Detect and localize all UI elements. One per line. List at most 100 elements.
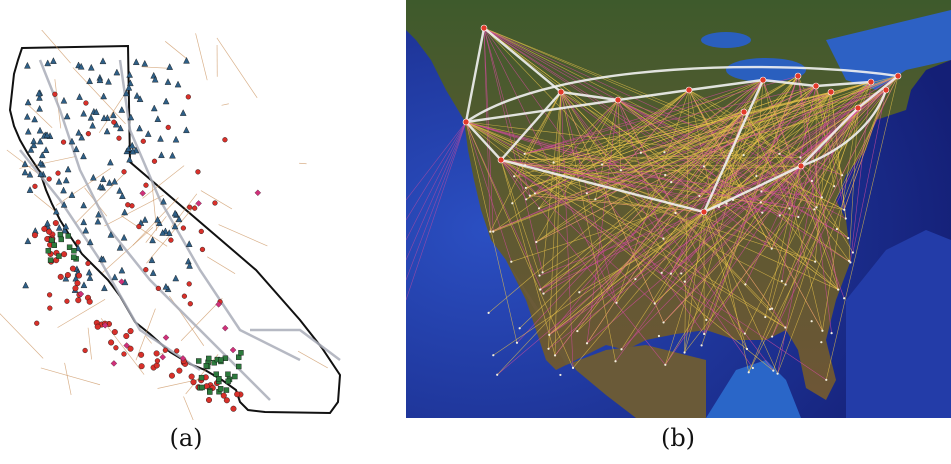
- network-link: [483, 27, 813, 182]
- circle-marker-icon: [222, 137, 228, 143]
- leaf-node: [524, 186, 527, 190]
- square-marker-icon: [218, 357, 224, 363]
- triangle-marker-icon: [149, 236, 156, 244]
- leaf-node: [548, 333, 551, 336]
- network-link: [483, 27, 851, 263]
- triangle-marker-icon: [171, 209, 179, 217]
- triangle-marker-icon: [159, 229, 167, 236]
- triangle-marker-icon: [118, 106, 126, 113]
- leaf-node: [843, 208, 846, 211]
- network-link: [493, 89, 690, 232]
- hub-node-icon: [759, 76, 767, 84]
- network-link: [483, 27, 763, 213]
- backbone-link: [702, 79, 765, 213]
- minor-road: [41, 30, 71, 64]
- network-link: [665, 89, 887, 176]
- circle-marker-icon: [55, 170, 61, 176]
- triangle-marker-icon: [117, 124, 124, 132]
- network-link: [761, 91, 832, 192]
- hub-node-icon: [794, 72, 802, 80]
- circle-marker-icon: [153, 350, 160, 357]
- network-link: [664, 81, 872, 153]
- leaf-node: [768, 308, 772, 311]
- backbone-link: [465, 65, 899, 123]
- site-markers: [21, 56, 262, 412]
- circle-marker-icon: [86, 298, 93, 305]
- circle-marker-icon: [76, 272, 83, 279]
- network-link: [465, 121, 839, 290]
- triangle-marker-icon: [106, 179, 113, 186]
- network-link: [560, 91, 664, 323]
- network-link: [500, 159, 655, 304]
- circle-marker-icon: [75, 297, 82, 304]
- leaf-node: [510, 260, 513, 263]
- network-link: [779, 75, 899, 216]
- square-marker-icon: [225, 378, 231, 385]
- network-link: [554, 111, 745, 356]
- circle-marker-icon: [234, 391, 241, 398]
- triangle-marker-icon: [24, 127, 32, 135]
- circle-marker-icon: [47, 305, 53, 311]
- network-link: [525, 164, 802, 167]
- square-marker-icon: [206, 355, 212, 362]
- hub-node-icon: [497, 156, 505, 164]
- circle-marker-icon: [138, 351, 145, 358]
- triangle-marker-icon: [132, 58, 140, 65]
- triangle-marker-icon: [116, 243, 124, 251]
- diamond-marker-icon: [229, 346, 237, 354]
- leaf-node: [776, 372, 779, 375]
- leaf-node: [547, 347, 550, 350]
- network-link: [688, 89, 750, 373]
- triangle-marker-icon: [144, 130, 152, 137]
- network-link: [616, 89, 690, 303]
- leaf-node: [537, 207, 541, 210]
- leaf-node: [525, 198, 528, 201]
- network-link: [743, 111, 799, 218]
- atlantic-ocean: [846, 230, 951, 418]
- triangle-marker-icon: [172, 135, 180, 143]
- triangle-marker-icon: [82, 226, 90, 234]
- california-map-panel: [0, 30, 380, 420]
- leaf-node: [662, 321, 665, 324]
- leaf-node: [594, 198, 597, 201]
- leaf-node: [528, 194, 531, 197]
- great-lakes: [726, 58, 806, 82]
- circle-marker-icon: [116, 135, 122, 141]
- network-link: [718, 79, 764, 207]
- leaf-node: [552, 161, 555, 164]
- us-network-map: [406, 0, 951, 418]
- minor-road: [141, 66, 169, 69]
- hub-node-icon: [797, 162, 805, 170]
- leaf-node: [620, 348, 623, 351]
- network-link: [560, 91, 574, 368]
- leaf-node: [663, 151, 666, 154]
- leaf-node: [662, 237, 665, 240]
- triangle-marker-icon: [99, 175, 107, 183]
- triangle-marker-icon: [89, 121, 96, 129]
- network-link: [406, 121, 467, 201]
- triangle-marker-icon: [35, 89, 43, 97]
- leaf-node: [810, 320, 813, 323]
- backbone-link: [857, 75, 899, 109]
- network-link: [500, 159, 540, 276]
- network-link: [540, 75, 899, 290]
- network-link: [688, 89, 823, 331]
- circle-marker-icon: [187, 301, 193, 307]
- triangle-marker-icon: [36, 126, 44, 134]
- triangle-marker-icon: [24, 237, 32, 245]
- triangle-marker-icon: [80, 152, 87, 160]
- circle-marker-icon: [113, 345, 119, 351]
- triangle-marker-icon: [99, 57, 107, 65]
- square-marker-icon: [199, 384, 205, 391]
- circle-marker-icon: [57, 273, 64, 280]
- network-link: [524, 91, 832, 166]
- network-link: [771, 107, 859, 249]
- circle-marker-icon: [143, 267, 149, 273]
- network-link: [512, 99, 619, 204]
- circle-marker-icon: [75, 239, 81, 245]
- network-link: [490, 91, 562, 232]
- leaf-node: [744, 283, 747, 286]
- leaf-node: [725, 202, 728, 205]
- triangle-marker-icon: [99, 255, 107, 263]
- triangle-marker-icon: [165, 229, 173, 236]
